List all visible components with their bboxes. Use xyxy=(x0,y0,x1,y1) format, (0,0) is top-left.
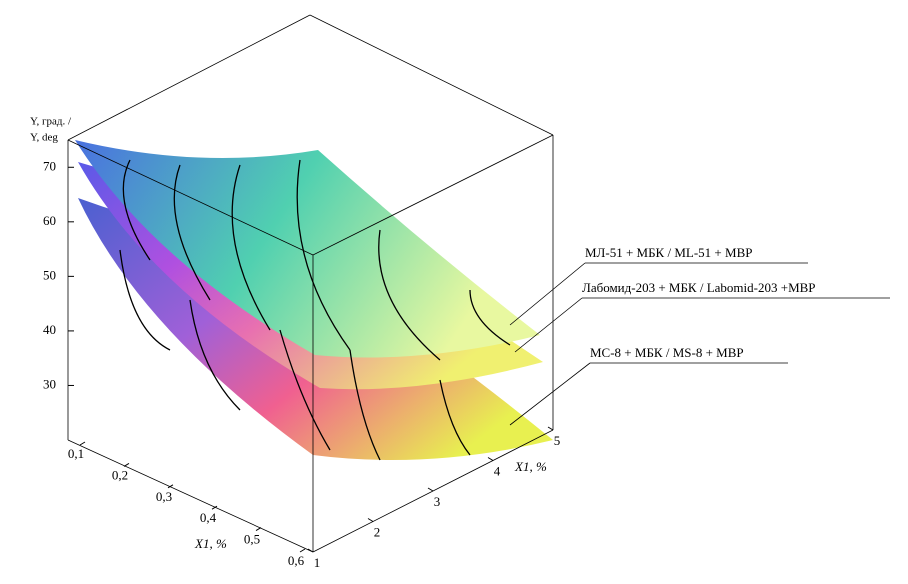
legend-label: МС-8 + МБК / MS-8 + MBP xyxy=(590,345,744,360)
x1-tick xyxy=(167,484,174,489)
z-axis-label: Y, град. / xyxy=(30,116,72,128)
x2-tick-label: 3 xyxy=(434,494,441,509)
x1-tick xyxy=(211,505,218,510)
z-tick-label: 40 xyxy=(43,322,56,337)
x1-tick xyxy=(255,527,262,532)
box-front xyxy=(67,134,554,553)
legend: МЛ-51 + МБК / ML-51 + MBP Лабомид-203 + … xyxy=(509,245,890,426)
x2-tick xyxy=(427,487,434,492)
x2-tick-label: 5 xyxy=(554,433,561,448)
legend-label: МЛ-51 + МБК / ML-51 + MBP xyxy=(585,245,752,260)
contours xyxy=(119,159,511,461)
x1-tick-label: 0,4 xyxy=(200,510,217,525)
x1-tick xyxy=(123,462,130,467)
x1-tick xyxy=(299,548,306,553)
x1-tick-label: 0,5 xyxy=(244,532,260,547)
x2-axis-label: X1, % xyxy=(514,459,547,474)
x2-tick-label: 4 xyxy=(494,463,501,478)
z-tick-label: 50 xyxy=(43,267,56,282)
x1-tick-label: 0,1 xyxy=(68,446,84,461)
box-back xyxy=(67,14,554,440)
x1-tick-label: 0,2 xyxy=(112,467,128,482)
x1-axis-label: X1, % xyxy=(194,536,227,551)
x2-tick-label: 2 xyxy=(374,524,381,539)
x1-tick-label: 0,6 xyxy=(288,553,305,568)
surface-ml51 xyxy=(75,140,540,358)
x2-tick xyxy=(367,518,374,522)
z-axis-label: Y, deg xyxy=(30,132,58,144)
x1-tick-label: 0,3 xyxy=(156,489,172,504)
x2-tick xyxy=(307,548,314,553)
x2-tick xyxy=(547,426,554,431)
z-tick-label: 60 xyxy=(43,213,56,228)
z-tick-label: 30 xyxy=(43,376,56,391)
z-tick-label: 70 xyxy=(43,158,56,173)
x1-tick xyxy=(79,441,86,446)
x2-tick-label: 1 xyxy=(314,555,321,570)
surfaces xyxy=(75,140,553,461)
x2-tick xyxy=(487,457,494,461)
legend-label: Лабомид-203 + МБК / Labomid-203 +MBP xyxy=(582,280,816,295)
